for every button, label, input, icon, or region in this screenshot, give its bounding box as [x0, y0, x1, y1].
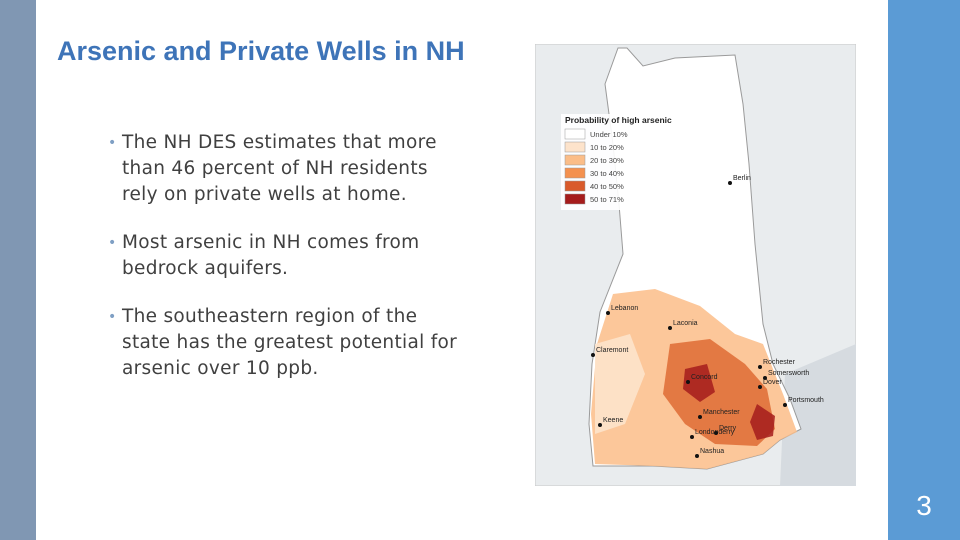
legend-swatch	[564, 167, 586, 179]
city-dot	[690, 435, 694, 439]
city-dot	[698, 415, 702, 419]
city-label: Claremont	[596, 347, 628, 354]
legend-label: 20 to 30%	[590, 156, 624, 165]
city-label: Rochester	[763, 359, 796, 366]
bullet: Most arsenic in NH comes from bedrock aq…	[108, 230, 468, 282]
city-dot	[728, 181, 732, 185]
city-dot	[714, 431, 718, 435]
city-dot	[686, 380, 690, 384]
city-dot	[695, 454, 699, 458]
city-label: Concord	[691, 374, 718, 381]
city-label: Keene	[603, 417, 623, 424]
city-dot	[763, 376, 767, 380]
legend-label: 30 to 40%	[590, 169, 624, 178]
legend-title: Probability of high arsenic	[565, 115, 672, 125]
city-label: Lebanon	[611, 305, 638, 312]
legend-label: Under 10%	[590, 130, 628, 139]
bullet-list: The NH DES estimates that more than 46 p…	[108, 130, 468, 404]
slide-title: Arsenic and Private Wells in NH	[57, 36, 465, 66]
city-dot	[606, 311, 610, 315]
risk-zone-low	[595, 334, 645, 434]
city-layer: Berlin Lebanon Laconia Claremont Concord Roch…	[591, 175, 824, 458]
page-number: 3	[916, 490, 932, 521]
city-label: Manchester	[703, 409, 740, 416]
city-dot	[598, 423, 602, 427]
city-dot	[591, 353, 595, 357]
city-label: Dover	[763, 379, 782, 386]
legend: Probability of high arsenic Under 10% 10 …	[561, 114, 679, 210]
legend-swatch	[564, 180, 586, 192]
legend-label: 50 to 71%	[590, 195, 624, 204]
legend-swatch	[564, 128, 586, 140]
right-bar	[888, 0, 960, 540]
city-label: Laconia	[673, 320, 698, 327]
arsenic-map: Berlin Lebanon Laconia Claremont Concord Roch…	[535, 44, 856, 486]
legend-swatch	[564, 193, 586, 205]
risk-zone-highest	[750, 404, 775, 440]
legend-label: 10 to 20%	[590, 143, 624, 152]
legend-swatch	[564, 141, 586, 153]
city-label: Berlin	[733, 175, 751, 182]
risk-zone-highest	[683, 364, 715, 402]
city-dot	[668, 326, 672, 330]
city-dot	[758, 365, 762, 369]
risk-zone-high	[663, 339, 775, 446]
city-label: Portsmouth	[788, 397, 824, 404]
left-bar	[0, 0, 36, 540]
city-dot	[758, 385, 762, 389]
ocean	[780, 344, 856, 486]
city-label: Somersworth	[768, 370, 809, 377]
city-label: Derry	[719, 425, 737, 432]
city-label: Nashua	[700, 448, 724, 455]
legend-swatch	[564, 154, 586, 166]
bullet: The southeastern region of the state has…	[108, 304, 468, 382]
bullet: The NH DES estimates that more than 46 p…	[108, 130, 468, 208]
legend-label: 40 to 50%	[590, 182, 624, 191]
city-dot	[783, 403, 787, 407]
